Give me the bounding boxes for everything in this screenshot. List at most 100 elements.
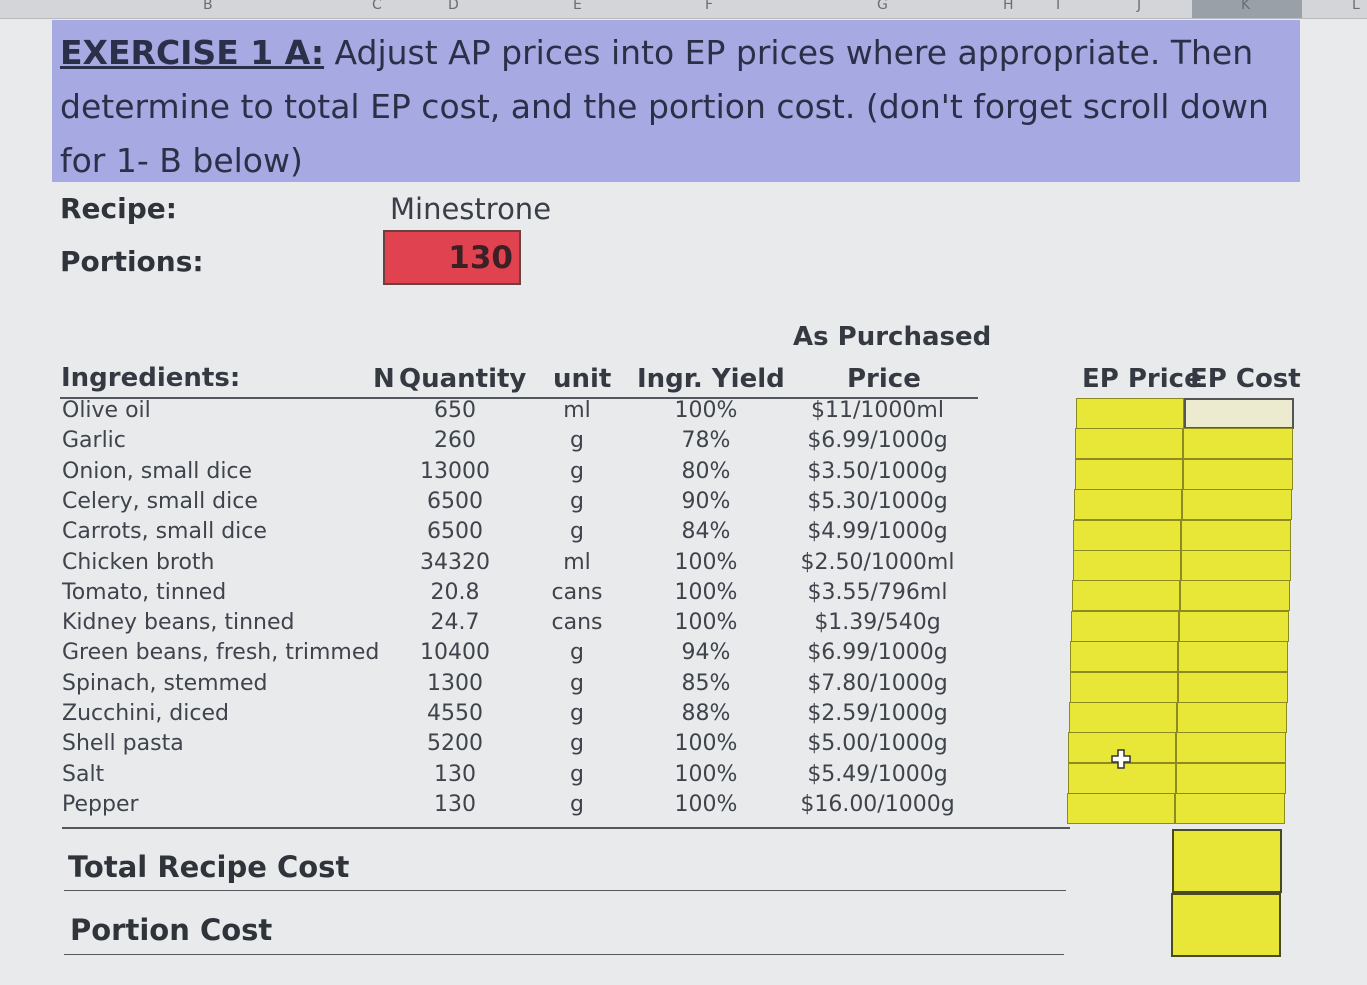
ingredient-unit[interactable]: g <box>570 701 584 726</box>
ep-cost-cell[interactable] <box>1178 641 1289 673</box>
ingredient-yield[interactable]: 100% <box>674 549 738 575</box>
ingredient-unit[interactable]: g <box>570 791 584 817</box>
ingredient-name[interactable]: Celery, small dice <box>62 488 258 514</box>
ingredient-name[interactable]: Pepper <box>62 791 139 817</box>
ingredient-ap-price[interactable]: $6.99/1000g <box>807 640 948 666</box>
ep-cost-cell[interactable] <box>1177 702 1287 733</box>
ingredient-unit[interactable]: g <box>570 670 584 696</box>
ingredient-ap-price[interactable]: $11/1000ml <box>811 398 944 423</box>
ingredient-name[interactable]: Olive oil <box>62 398 151 423</box>
ep-cost-cell[interactable] <box>1181 519 1292 551</box>
ingredient-unit[interactable]: g <box>570 640 584 666</box>
ingredient-ap-price[interactable]: $1.39/540g <box>814 610 941 636</box>
ingredient-unit[interactable]: cans <box>551 579 603 605</box>
ingredient-yield[interactable]: 88% <box>681 701 731 726</box>
ingredient-unit[interactable]: g <box>570 428 584 454</box>
ingredient-quantity[interactable]: 6500 <box>427 519 483 545</box>
column-header-l[interactable]: L <box>1352 0 1360 13</box>
total-recipe-cost-cell[interactable] <box>1172 829 1282 893</box>
ep-price-cell[interactable] <box>1073 519 1182 551</box>
ingredient-quantity[interactable]: 4550 <box>427 701 483 726</box>
ep-price-cell[interactable] <box>1069 702 1177 733</box>
ingredient-yield[interactable]: 100% <box>674 761 738 787</box>
ingredient-name[interactable]: Tomato, tinned <box>62 579 227 605</box>
ingredient-quantity[interactable]: 1300 <box>427 670 483 696</box>
ingredient-name[interactable]: Zucchini, diced <box>62 701 229 726</box>
ingredient-name[interactable]: Garlic <box>62 428 126 454</box>
column-header-g[interactable]: G <box>877 0 888 13</box>
ingredient-ap-price[interactable]: $5.00/1000g <box>807 731 948 757</box>
ingredient-yield[interactable]: 85% <box>681 670 731 696</box>
ep-price-cell[interactable] <box>1070 641 1179 673</box>
ingredient-yield[interactable]: 84% <box>681 519 731 545</box>
ep-cost-cell[interactable] <box>1183 428 1294 460</box>
ingredient-unit[interactable]: g <box>570 458 584 484</box>
portion-cost-cell[interactable] <box>1171 893 1281 957</box>
ep-cost-cell[interactable] <box>1182 458 1293 490</box>
ingredient-yield[interactable]: 78% <box>681 428 731 454</box>
ep-price-cell[interactable] <box>1074 458 1183 490</box>
ingredient-yield[interactable]: 100% <box>674 731 738 757</box>
ingredient-yield[interactable]: 100% <box>674 398 738 423</box>
ep-cost-cell[interactable] <box>1179 580 1290 612</box>
ep-cost-cell[interactable] <box>1180 550 1291 581</box>
ingredient-ap-price[interactable]: $3.50/1000g <box>807 458 948 484</box>
ep-price-cell[interactable] <box>1071 610 1180 642</box>
ingredient-name[interactable]: Kidney beans, tinned <box>62 610 295 636</box>
ingredient-name[interactable]: Onion, small dice <box>62 458 253 484</box>
ingredient-ap-price[interactable]: $2.59/1000g <box>807 701 948 726</box>
ingredient-unit[interactable]: cans <box>551 610 603 636</box>
ep-cost-cell[interactable] <box>1177 671 1288 703</box>
exercise-banner[interactable]: EXERCISE 1 A: Adjust AP prices into EP p… <box>52 20 1300 182</box>
column-header-b[interactable]: B <box>203 0 213 13</box>
column-header-c[interactable]: C <box>372 0 382 13</box>
ep-cost-cell[interactable] <box>1181 489 1292 521</box>
ep-cost-cell-selected[interactable] <box>1184 398 1294 429</box>
ingredient-quantity[interactable]: 260 <box>434 428 476 454</box>
ingredient-yield[interactable]: 94% <box>681 640 731 666</box>
ingredient-ap-price[interactable]: $5.30/1000g <box>807 488 948 514</box>
ingredient-ap-price[interactable]: $7.80/1000g <box>807 670 948 696</box>
column-header-d[interactable]: D <box>448 0 459 13</box>
ep-cost-cell[interactable] <box>1175 762 1286 794</box>
recipe-name[interactable]: Minestrone <box>390 192 552 226</box>
ingredient-yield[interactable]: 100% <box>674 579 738 605</box>
ep-price-cell[interactable] <box>1072 550 1181 581</box>
column-header-f[interactable]: F <box>705 0 714 13</box>
ep-price-cell[interactable] <box>1073 489 1182 521</box>
column-header-e[interactable]: E <box>573 0 582 13</box>
ingredient-name[interactable]: Shell pasta <box>62 731 184 757</box>
ingredient-unit[interactable]: g <box>570 731 584 757</box>
ingredient-name[interactable]: Spinach, stemmed <box>62 670 268 696</box>
ep-price-cell[interactable] <box>1076 398 1184 429</box>
column-header-j[interactable]: J <box>1137 0 1142 13</box>
ingredient-name[interactable]: Carrots, small dice <box>62 519 267 545</box>
ingredient-ap-price[interactable]: $16.00/1000g <box>800 791 955 817</box>
ingredient-quantity[interactable]: 6500 <box>427 488 483 514</box>
ingredient-ap-price[interactable]: $2.50/1000ml <box>800 549 955 575</box>
ingredient-name[interactable]: Green beans, fresh, trimmed <box>62 640 380 666</box>
ep-cost-cell[interactable] <box>1174 793 1285 825</box>
ingredient-quantity[interactable]: 130 <box>434 791 476 817</box>
ingredient-yield[interactable]: 100% <box>674 791 738 817</box>
column-header-i[interactable]: I <box>1056 0 1061 13</box>
ingredient-quantity[interactable]: 20.8 <box>430 579 480 605</box>
ingredient-ap-price[interactable]: $3.55/796ml <box>807 579 948 605</box>
ingredient-unit[interactable]: ml <box>563 549 591 575</box>
ingredient-quantity[interactable]: 130 <box>434 761 476 787</box>
ep-cost-cell[interactable] <box>1179 610 1290 642</box>
ingredient-unit[interactable]: ml <box>563 398 591 423</box>
ingredient-yield[interactable]: 100% <box>674 610 738 636</box>
ingredient-name[interactable]: Salt <box>62 761 105 787</box>
ingredient-yield[interactable]: 80% <box>681 458 731 484</box>
ep-price-cell[interactable] <box>1066 793 1175 825</box>
ingredient-quantity[interactable]: 5200 <box>427 731 483 757</box>
ingredient-quantity[interactable]: 34320 <box>420 549 490 575</box>
portions-input-cell[interactable]: 130 <box>383 230 521 285</box>
column-header-k[interactable]: K <box>1241 0 1251 13</box>
ingredient-quantity[interactable]: 24.7 <box>430 610 480 636</box>
ep-price-cell[interactable] <box>1071 580 1180 612</box>
ingredient-ap-price[interactable]: $5.49/1000g <box>807 761 948 787</box>
ingredient-quantity[interactable]: 10400 <box>420 640 490 666</box>
ingredient-quantity[interactable]: 13000 <box>420 458 490 484</box>
